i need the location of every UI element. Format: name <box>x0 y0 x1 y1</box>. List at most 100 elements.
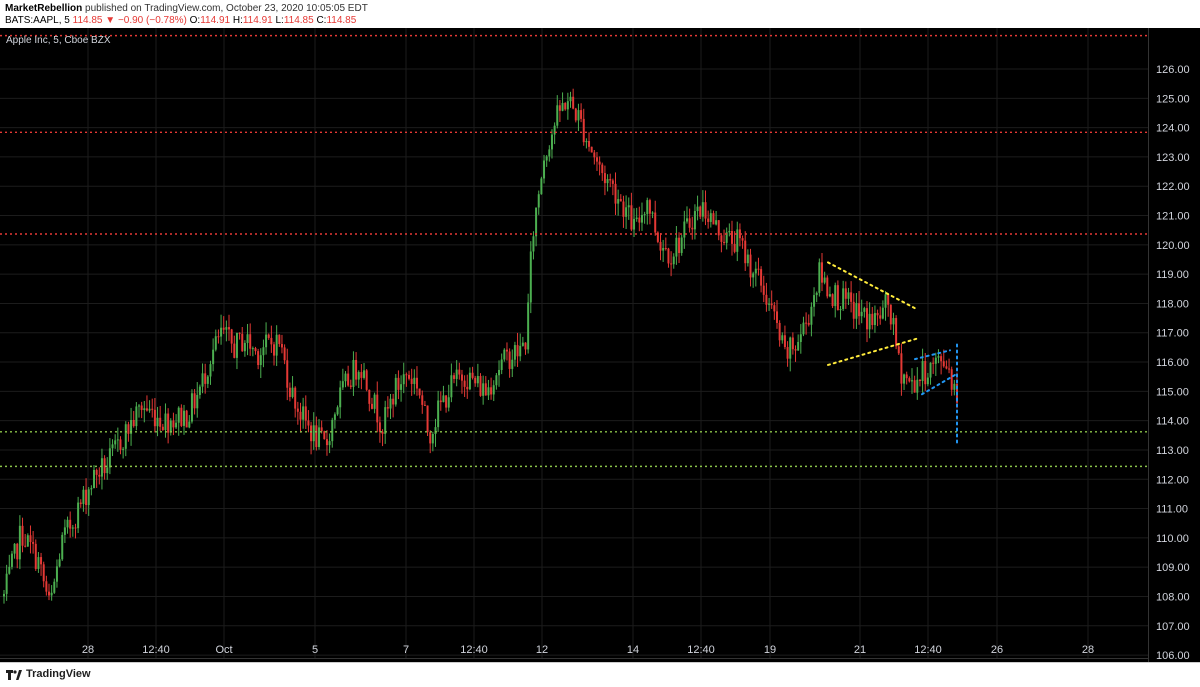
candle-body <box>394 377 397 405</box>
price-chart[interactable]: 127.14123.84120.37113.62112.44 Apple Inc… <box>0 27 1200 662</box>
candle-body <box>730 231 733 244</box>
candle-body <box>336 407 339 415</box>
candle-body <box>230 329 233 344</box>
candle-body <box>320 427 323 432</box>
time-axis[interactable]: 28 12:40 Oct 5 7 12:40 12 14 12:40 19 21 12:40 26 28 <box>0 644 1148 659</box>
candle-body <box>582 118 585 143</box>
candle-body <box>40 557 43 565</box>
candle-body <box>201 373 204 387</box>
candle-body <box>466 386 469 390</box>
candle-body <box>55 566 58 582</box>
candle-body <box>490 387 493 395</box>
candle-body <box>222 327 225 330</box>
candle-body <box>164 413 167 431</box>
price-axis-bg <box>1148 28 1200 662</box>
candle-body <box>892 318 895 325</box>
y-tick-label: 125.00 <box>1156 93 1190 105</box>
x-tick-label: 12:40 <box>460 644 488 656</box>
candle-body <box>206 376 209 384</box>
chart-patterns[interactable] <box>827 261 958 446</box>
horizontal-levels[interactable]: 127.14123.84120.37113.62112.44 <box>0 27 1200 475</box>
candle-body <box>328 441 331 446</box>
candle-body <box>884 294 887 308</box>
x-tick-label: 14 <box>627 644 639 656</box>
candle-body <box>540 178 543 195</box>
candle-body <box>463 380 466 387</box>
y-tick-label: 106.00 <box>1156 650 1190 662</box>
candle-body <box>693 211 696 230</box>
candle-body <box>683 221 686 238</box>
symbol-label[interactable]: BATS:AAPL, 5 <box>5 15 70 26</box>
candle-body <box>670 263 673 265</box>
candle-body <box>267 334 270 338</box>
wedge-upper-trendline[interactable] <box>914 349 951 361</box>
candle-body <box>858 303 861 317</box>
wedge-lower-trendline[interactable] <box>921 372 958 396</box>
candle-body <box>48 591 51 596</box>
candle-body <box>797 341 800 351</box>
candle-body <box>696 206 699 212</box>
publisher-name[interactable]: MarketRebellion <box>5 3 83 14</box>
candle-body <box>736 229 739 252</box>
candle-body <box>770 303 773 306</box>
candle-body <box>802 322 805 335</box>
candle-body <box>177 407 180 423</box>
candle-body <box>442 395 445 403</box>
candle-body <box>450 375 453 398</box>
candle-body <box>95 469 98 475</box>
candle-body <box>8 566 11 574</box>
grid <box>0 28 1148 658</box>
candle-body <box>699 206 702 217</box>
candle-body <box>159 417 162 427</box>
candle-body <box>180 407 183 426</box>
candle-body <box>588 141 591 147</box>
candle-body <box>280 344 283 348</box>
candle-body <box>627 205 630 208</box>
y-tick-label: 115.00 <box>1156 386 1189 398</box>
tradingview-logo-icon[interactable] <box>6 668 22 681</box>
candle-body <box>148 408 151 411</box>
publish-info: MarketRebellion published on TradingView… <box>5 3 368 14</box>
candle-body <box>103 458 106 474</box>
candle-body <box>468 372 471 390</box>
candle-body <box>77 502 80 529</box>
candle-body <box>868 313 871 330</box>
footer-brand[interactable]: TradingView <box>26 668 91 680</box>
candle-body <box>921 361 924 382</box>
candle-body <box>455 369 458 379</box>
candle-body <box>45 581 48 592</box>
candle-body <box>61 534 64 560</box>
candle-body <box>167 413 170 433</box>
candle-body <box>601 164 604 174</box>
candle-body <box>678 237 681 253</box>
candle-body <box>717 220 720 236</box>
candle-body <box>524 342 527 350</box>
candle-body <box>484 383 487 396</box>
candle-body <box>590 146 593 153</box>
triangle-lower-trendline[interactable] <box>827 337 918 366</box>
price-axis[interactable]: 106.00 107.00 108.00 109.00 110.00 111.00 112.… <box>1148 28 1200 662</box>
candle-body <box>214 336 217 350</box>
y-tick-label: 120.00 <box>1156 240 1190 252</box>
candle-body <box>254 348 257 352</box>
candle-body <box>723 241 726 243</box>
candle-body <box>850 292 853 302</box>
candle-body <box>638 217 641 223</box>
last-price: 114.85 <box>72 15 103 26</box>
candle-body <box>212 349 215 365</box>
triangle-upper-trendline[interactable] <box>827 261 918 311</box>
candle-body <box>940 356 943 362</box>
candle-body <box>249 334 252 349</box>
candle-body <box>50 592 53 596</box>
y-tick-label: 126.00 <box>1156 64 1190 76</box>
candle-body <box>304 406 307 421</box>
candle-body <box>895 318 898 347</box>
candle-body <box>879 315 882 319</box>
candle-body <box>593 152 596 158</box>
candle-body <box>90 488 93 490</box>
chart-area[interactable]: 127.14123.84120.37113.62112.44 Apple Inc… <box>0 27 1200 662</box>
candle-body <box>598 161 601 165</box>
candle-body <box>648 200 651 214</box>
candle-body <box>363 370 366 378</box>
candle-body <box>876 313 879 316</box>
